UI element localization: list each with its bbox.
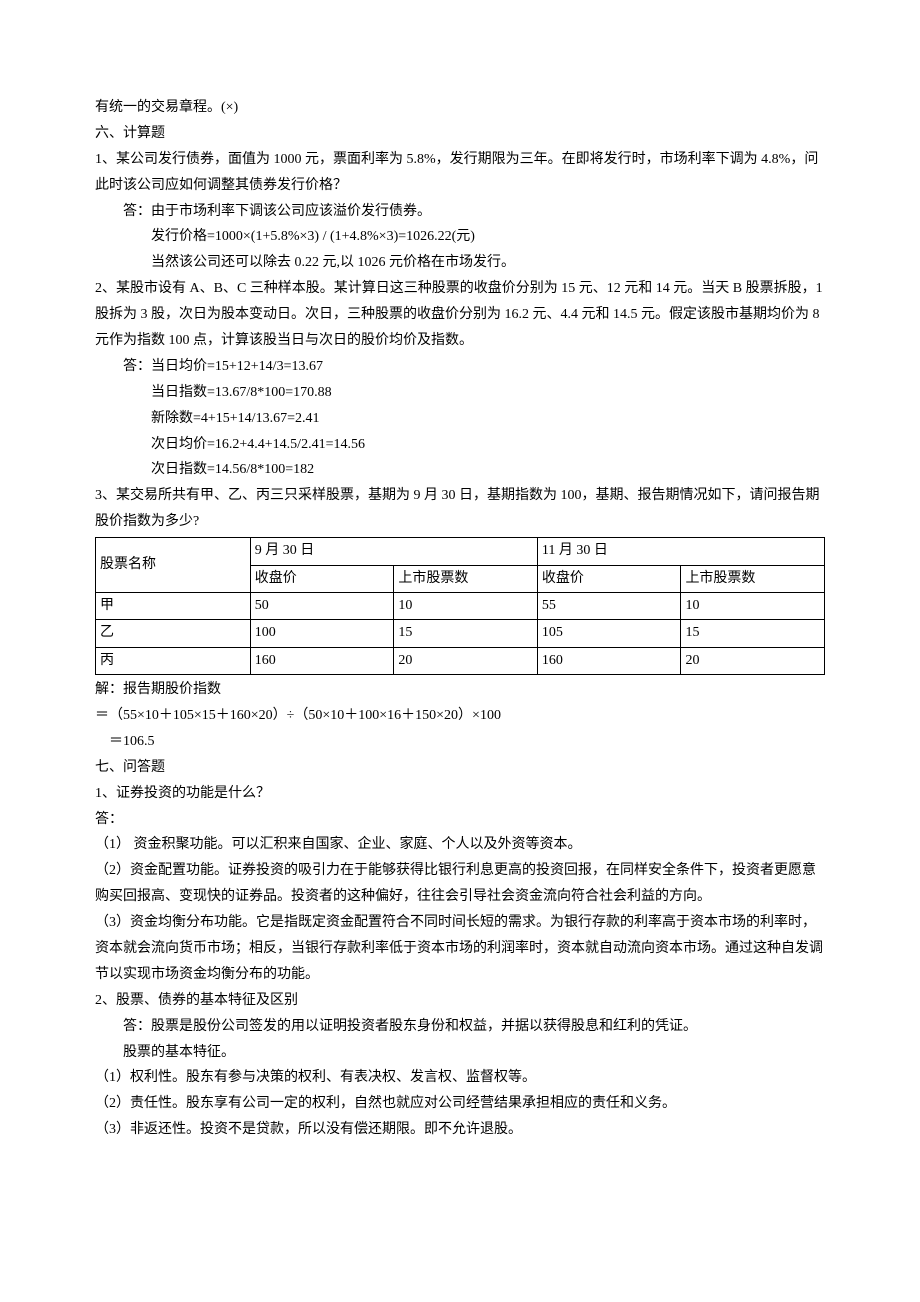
th-shares: 上市股票数 bbox=[681, 565, 825, 592]
cell: 160 bbox=[250, 647, 394, 674]
section-6-title: 六、计算题 bbox=[95, 121, 825, 147]
q2-answer-line: 次日均价=16.2+4.4+14.5/2.41=14.56 bbox=[95, 432, 825, 458]
table-row: 股票名称 9 月 30 日 11 月 30 日 bbox=[96, 538, 825, 565]
section-7-title: 七、问答题 bbox=[95, 755, 825, 781]
qa2-answer-line: 股票的基本特征。 bbox=[95, 1040, 825, 1066]
th-close: 收盘价 bbox=[250, 565, 394, 592]
q3-solution-line: ＝106.5 bbox=[95, 729, 825, 755]
qa2-item: （3）非返还性。投资不是贷款，所以没有偿还期限。即不允许退股。 bbox=[95, 1117, 825, 1143]
cell: 乙 bbox=[96, 620, 251, 647]
cell: 50 bbox=[250, 592, 394, 619]
th-close: 收盘价 bbox=[537, 565, 681, 592]
cell: 55 bbox=[537, 592, 681, 619]
cell: 160 bbox=[537, 647, 681, 674]
cell: 15 bbox=[681, 620, 825, 647]
cell: 10 bbox=[394, 592, 538, 619]
q2-answer-line: 答：当日均价=15+12+14/3=13.67 bbox=[95, 354, 825, 380]
q2-answer-line: 次日指数=14.56/8*100=182 bbox=[95, 457, 825, 483]
qa2-item: （2）责任性。股东享有公司一定的权利，自然也就应对公司经营结果承担相应的责任和义… bbox=[95, 1091, 825, 1117]
q3-body: 3、某交易所共有甲、乙、丙三只采样股票，基期为 9 月 30 日，基期指数为 1… bbox=[95, 483, 825, 535]
cell: 20 bbox=[681, 647, 825, 674]
th-shares: 上市股票数 bbox=[394, 565, 538, 592]
stock-table: 股票名称 9 月 30 日 11 月 30 日 收盘价 上市股票数 收盘价 上市… bbox=[95, 537, 825, 675]
qa1-question: 1、证券投资的功能是什么？ bbox=[95, 781, 825, 807]
cell: 甲 bbox=[96, 592, 251, 619]
th-date1: 9 月 30 日 bbox=[250, 538, 537, 565]
table-row: 丙 160 20 160 20 bbox=[96, 647, 825, 674]
q1-answer-line: 发行价格=1000×(1+5.8%×3) / (1+4.8%×3)=1026.2… bbox=[95, 224, 825, 250]
qa1-item: （1） 资金积聚功能。可以汇积来自国家、企业、家庭、个人以及外资等资本。 bbox=[95, 832, 825, 858]
q2-answer-line: 当日指数=13.67/8*100=170.88 bbox=[95, 380, 825, 406]
cell: 丙 bbox=[96, 647, 251, 674]
table-row: 乙 100 15 105 15 bbox=[96, 620, 825, 647]
q1-body: 1、某公司发行债券，面值为 1000 元，票面利率为 5.8%，发行期限为三年。… bbox=[95, 147, 825, 199]
q1-answer-line: 答：由于市场利率下调该公司应该溢价发行债券。 bbox=[95, 199, 825, 225]
table-row: 甲 50 10 55 10 bbox=[96, 592, 825, 619]
qa2-answer-line: 答：股票是股份公司签发的用以证明投资者股东身份和权益，并据以获得股息和红利的凭证… bbox=[95, 1014, 825, 1040]
q3-solution-line: ＝（55×10＋105×15＋160×20）÷（50×10＋100×16＋150… bbox=[95, 703, 825, 729]
qa2-item: （1）权利性。股东有参与决策的权利、有表决权、发言权、监督权等。 bbox=[95, 1065, 825, 1091]
cell: 10 bbox=[681, 592, 825, 619]
qa1-item: （3）资金均衡分布功能。它是指既定资金配置符合不同时间长短的需求。为银行存款的利… bbox=[95, 910, 825, 988]
qa-answer-label: 答： bbox=[95, 807, 825, 833]
cell: 100 bbox=[250, 620, 394, 647]
qa2-question: 2、股票、债券的基本特征及区别 bbox=[95, 988, 825, 1014]
qa1-item: （2）资金配置功能。证券投资的吸引力在于能够获得比银行利息更高的投资回报，在同样… bbox=[95, 858, 825, 910]
th-name: 股票名称 bbox=[96, 538, 251, 593]
q1-answer-line: 当然该公司还可以除去 0.22 元,以 1026 元价格在市场发行。 bbox=[95, 250, 825, 276]
cell: 105 bbox=[537, 620, 681, 647]
cell: 15 bbox=[394, 620, 538, 647]
q2-body: 2、某股市设有 A、B、C 三种样本股。某计算日这三种股票的收盘价分别为 15 … bbox=[95, 276, 825, 354]
cell: 20 bbox=[394, 647, 538, 674]
q2-answer-line: 新除数=4+15+14/13.67=2.41 bbox=[95, 406, 825, 432]
q3-solution-line: 解：报告期股价指数 bbox=[95, 677, 825, 703]
th-date2: 11 月 30 日 bbox=[537, 538, 824, 565]
text-line: 有统一的交易章程。(×) bbox=[95, 95, 825, 121]
